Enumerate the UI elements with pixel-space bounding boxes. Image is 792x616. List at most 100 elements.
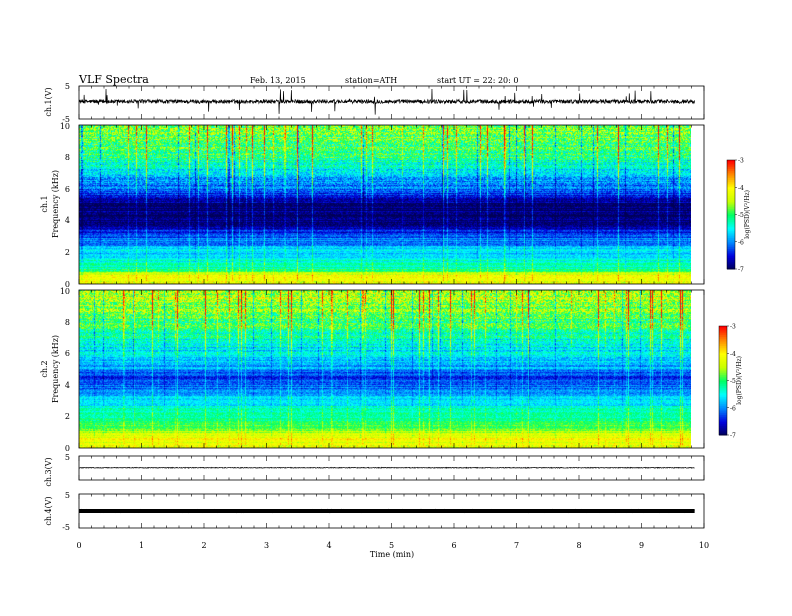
colorbar-segment: [719, 333, 727, 336]
colorbar-segment: [727, 194, 735, 197]
colorbar-segment: [727, 169, 735, 172]
ch1-freq-tick-4: 4: [65, 216, 70, 225]
time-tick-label: 5: [389, 541, 394, 550]
colorbar-segment: [719, 433, 727, 436]
time-tick-label: 3: [264, 541, 269, 550]
colorbar-segment: [727, 227, 735, 230]
colorbar-segment: [727, 160, 735, 163]
colorbar-segment: [719, 405, 727, 409]
ch1-freq-tick-2: 2: [65, 248, 70, 257]
colorbar-segment: [719, 369, 727, 372]
colorbar-segment: [727, 230, 735, 234]
colorbar-segment: [719, 349, 727, 352]
colorbar-segment: [719, 407, 727, 411]
ch2-spectrogram-panel: 0 2 4 6 8 10 ch.2 Frequency (kHz) -3 -4 -5…: [40, 287, 743, 453]
colorbar-segment: [727, 212, 735, 215]
ch3-ytick-top: 5: [65, 453, 70, 462]
ch1-freq-tick-0: 0: [65, 280, 70, 289]
colorbar-segment: [727, 189, 735, 192]
colorbar-segment: [727, 205, 735, 208]
colorbar-segment: [727, 261, 735, 265]
ch1-waveform-xticks: [78, 86, 705, 119]
colorbar-segment: [719, 336, 727, 340]
ch2-freq-tick-8: 8: [65, 318, 70, 327]
ch4-waveform-plot: [79, 508, 695, 514]
ch1-freq-tick-6: 6: [65, 185, 70, 194]
colorbar-segment: [727, 254, 735, 257]
colorbar-segment: [719, 376, 727, 380]
ch2-spectrogram-channel-label: ch.2: [40, 360, 49, 377]
colorbar-label: log(PSD)(V²/Hz): [736, 356, 743, 405]
colorbar-segment: [727, 196, 735, 199]
ch1-waveform-trace: [79, 88, 695, 115]
ch1-freq-tick-8: 8: [65, 153, 70, 162]
colorbar-segment: [719, 335, 727, 338]
colorbar-segment: [727, 178, 735, 181]
colorbar-segment: [727, 172, 735, 176]
colorbar-segment: [719, 391, 727, 394]
colorbar-segment: [719, 340, 727, 343]
colorbar-segment: [719, 327, 727, 331]
colorbar-segment: [719, 371, 727, 374]
ch4-ytick-bottom: -5: [62, 523, 70, 532]
colorbar-segment: [719, 425, 727, 429]
station-label: station=ATH: [345, 76, 397, 85]
time-axis: 0 1 2 3 4 5 6 7 8 9 10 Time (min): [76, 541, 709, 559]
ch4-waveform-panel: 5 -5 ch.4(V): [44, 491, 705, 532]
colorbar-segment: [727, 219, 735, 223]
ch3-waveform-xticks: [78, 456, 705, 480]
colorbar-segment: [719, 413, 727, 416]
colorbar-segment: [719, 331, 727, 334]
colorbar-segment: [727, 232, 735, 235]
time-tick-label: 9: [639, 541, 644, 550]
colorbar-segment: [719, 351, 727, 354]
colorbar-segment: [727, 223, 735, 226]
ch3-waveform-panel: 5 ch.3(V): [44, 453, 705, 487]
ch1-spectrogram-panel: 0 2 4 6 8 10 ch.1 Frequency (kHz) -3 -4 -5…: [40, 122, 751, 289]
colorbar-segment: [727, 203, 735, 206]
colorbar-segment: [719, 422, 727, 425]
ch4-waveform-xticks: [78, 494, 705, 528]
colorbar-segment: [727, 210, 735, 214]
colorbar-segment: [719, 427, 727, 431]
colorbar-segment: [727, 161, 735, 165]
time-tick-label: 7: [514, 541, 519, 550]
colorbar-segment: [719, 345, 727, 349]
colorbar-segment: [727, 243, 735, 246]
colorbar-tick-label: -7: [730, 433, 736, 440]
ch2-spectrogram-yticks: 0 2 4 6 8 10: [60, 287, 70, 453]
colorbar-segment: [727, 245, 735, 248]
colorbar-segment: [727, 247, 735, 250]
ch1-spectrogram-image: [79, 125, 691, 284]
colorbar-segment: [719, 367, 727, 371]
colorbar-segment: [719, 373, 727, 376]
colorbar-segment: [719, 375, 727, 378]
colorbar-segment: [727, 218, 735, 221]
ch2-spectrogram-image: [79, 290, 691, 448]
ch2-freq-tick-2: 2: [65, 412, 70, 421]
colorbar-segment: [727, 167, 735, 170]
colorbar-segment: [727, 183, 735, 186]
colorbar-segment: [727, 265, 735, 268]
colorbar-segment: [727, 267, 735, 270]
colorbar-segment: [727, 207, 735, 210]
colorbar-tick-label: -5: [730, 378, 736, 385]
ch1-freq-tick-10: 10: [60, 122, 70, 131]
colorbar-segment: [727, 263, 735, 266]
colorbar-segment: [727, 190, 735, 194]
colorbar-tick-label: -3: [730, 324, 736, 331]
colorbar-segment: [719, 387, 727, 391]
colorbar-segment: [719, 358, 727, 362]
colorbar-segment: [727, 174, 735, 177]
ch1-colorbar: -3 -4 -5 -6 -7 log(PSD)(V²/Hz): [726, 158, 751, 274]
ch2-spectrogram-xticks: [78, 290, 705, 448]
colorbar-segment: [727, 259, 735, 263]
colorbar-segment: [719, 326, 727, 329]
colorbar-segment: [719, 393, 727, 396]
colorbar-segment: [719, 416, 727, 420]
ch2-spectrogram-ylabel: Frequency (kHz): [51, 335, 60, 403]
colorbar-segment: [719, 415, 727, 418]
colorbar-segment: [727, 249, 735, 252]
colorbar-segment: [719, 431, 727, 434]
